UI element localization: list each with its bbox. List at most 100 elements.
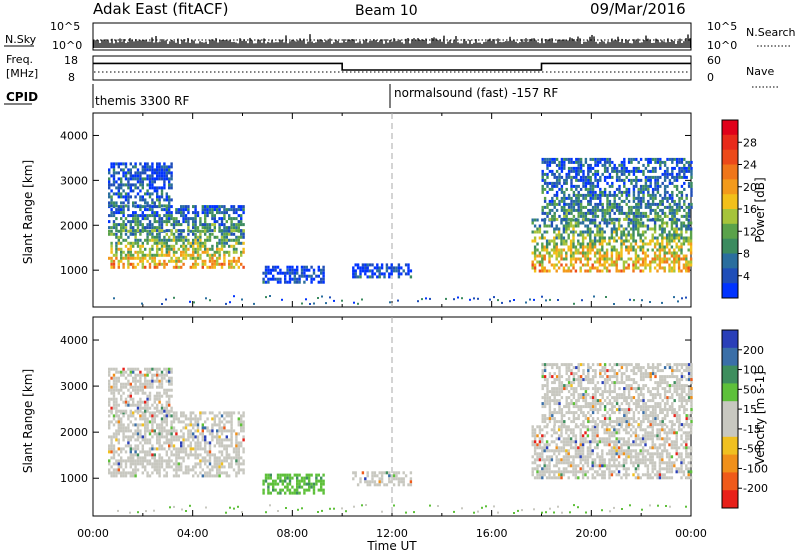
range-gate-cell: [617, 461, 621, 465]
range-gate-cell: [108, 186, 111, 190]
range-gate-cell: [659, 202, 662, 206]
range-gate-cell: [112, 373, 116, 377]
range-gate-cell: [148, 226, 152, 230]
range-gate-cell: [232, 217, 236, 221]
range-gate-cell: [141, 438, 144, 442]
range-gate-cell: [182, 456, 185, 460]
range-gate-cell: [267, 488, 270, 492]
range-gate-cell: [531, 260, 534, 264]
range-gate-cell: [312, 268, 316, 272]
range-gate-cell: [120, 411, 123, 415]
range-gate-cell: [146, 403, 149, 407]
range-gate-cell: [644, 455, 647, 459]
range-gate-cell: [168, 244, 171, 248]
range-gate-cell: [577, 157, 580, 161]
range-gate-cell: [110, 198, 113, 202]
range-gate-cell: [551, 202, 554, 206]
range-gate-cell: [146, 471, 149, 475]
range-gate-cell: [235, 453, 238, 457]
range-gate-cell: [124, 238, 128, 242]
range-gate-cell: [603, 217, 607, 221]
range-gate-cell: [555, 224, 558, 228]
range-gate-cell: [218, 429, 221, 433]
range-gate-cell: [199, 253, 202, 257]
range-gate-cell: [117, 388, 120, 392]
range-gate-cell: [668, 205, 672, 209]
range-gate-cell: [163, 244, 166, 248]
range-gate-cell: [144, 238, 147, 242]
range-gate-cell: [675, 178, 679, 182]
range-gate-cell: [653, 443, 657, 447]
range-gate-cell: [557, 248, 561, 252]
range-gate-cell: [112, 204, 116, 208]
range-gate-cell: [555, 181, 559, 185]
range-gate-cell: [187, 435, 190, 439]
range-gate-cell: [144, 192, 147, 196]
range-gate-cell: [242, 459, 245, 463]
range-gate-cell: [659, 160, 662, 164]
range-gate-cell: [581, 449, 585, 453]
range-gate-cell: [366, 471, 369, 475]
range-gate-cell: [545, 269, 549, 273]
range-gate-cell: [586, 461, 590, 465]
range-gate-cell: [112, 456, 116, 460]
range-gate-cell: [218, 441, 221, 445]
range-gate-cell: [656, 211, 660, 215]
range-gate-cell: [678, 205, 681, 209]
range-gate-cell: [136, 400, 140, 404]
range-gate-cell: [567, 169, 571, 173]
range-gate-cell: [627, 251, 630, 255]
range-gate-cell: [187, 220, 190, 224]
range-gate-cell: [608, 211, 612, 215]
near-range-cell: [593, 295, 595, 298]
range-gate-cell: [139, 229, 142, 233]
range-gate-cell: [115, 429, 118, 433]
range-gate-cell: [180, 238, 183, 242]
range-gate-cell: [541, 175, 544, 179]
range-gate-cell: [115, 474, 118, 478]
range-gate-cell: [581, 458, 585, 462]
range-gate-cell: [110, 204, 113, 208]
range-gate-cell: [622, 458, 626, 462]
sky-left-tick-bottom: 10^0: [52, 39, 82, 52]
range-gate-cell: [201, 447, 204, 451]
range-gate-cell: [665, 233, 669, 237]
range-gate-cell: [196, 229, 200, 233]
range-gate-cell: [620, 242, 623, 246]
range-gate-cell: [160, 385, 164, 389]
range-gate-cell: [579, 163, 583, 167]
range-gate-cell: [134, 388, 137, 392]
range-gate-cell: [627, 199, 631, 203]
range-gate-cell: [603, 163, 607, 167]
range-gate-cell: [671, 205, 674, 209]
range-gate-cell: [572, 266, 575, 270]
range-gate-cell: [550, 449, 554, 453]
range-gate-cell: [172, 414, 176, 418]
range-gate-cell: [196, 244, 200, 248]
range-gate-cell: [536, 242, 539, 246]
range-gate-cell: [146, 229, 149, 233]
range-gate-cell: [237, 447, 240, 451]
range-gate-cell: [685, 205, 688, 209]
range-gate-cell: [675, 236, 678, 240]
range-gate-cell: [567, 461, 570, 465]
range-gate-cell: [661, 461, 664, 465]
range-gate-cell: [618, 175, 621, 179]
range-gate-cell: [589, 242, 592, 246]
range-gate-cell: [177, 417, 180, 421]
range-gate-cell: [187, 211, 190, 215]
range-gate-cell: [158, 465, 161, 469]
range-gate-cell: [687, 227, 690, 231]
range-gate-cell: [407, 266, 410, 270]
range-gate-cell: [680, 248, 683, 252]
range-gate-cell: [168, 456, 171, 460]
range-gate-cell: [194, 214, 197, 218]
range-gate-cell: [108, 444, 111, 448]
range-gate-cell: [134, 462, 137, 466]
range-gate-cell: [543, 205, 547, 209]
range-gate-cell: [649, 446, 652, 450]
range-gate-cell: [572, 257, 575, 261]
range-gate-cell: [615, 230, 618, 234]
range-gate-cell: [117, 423, 120, 427]
range-gate-cell: [170, 214, 173, 218]
